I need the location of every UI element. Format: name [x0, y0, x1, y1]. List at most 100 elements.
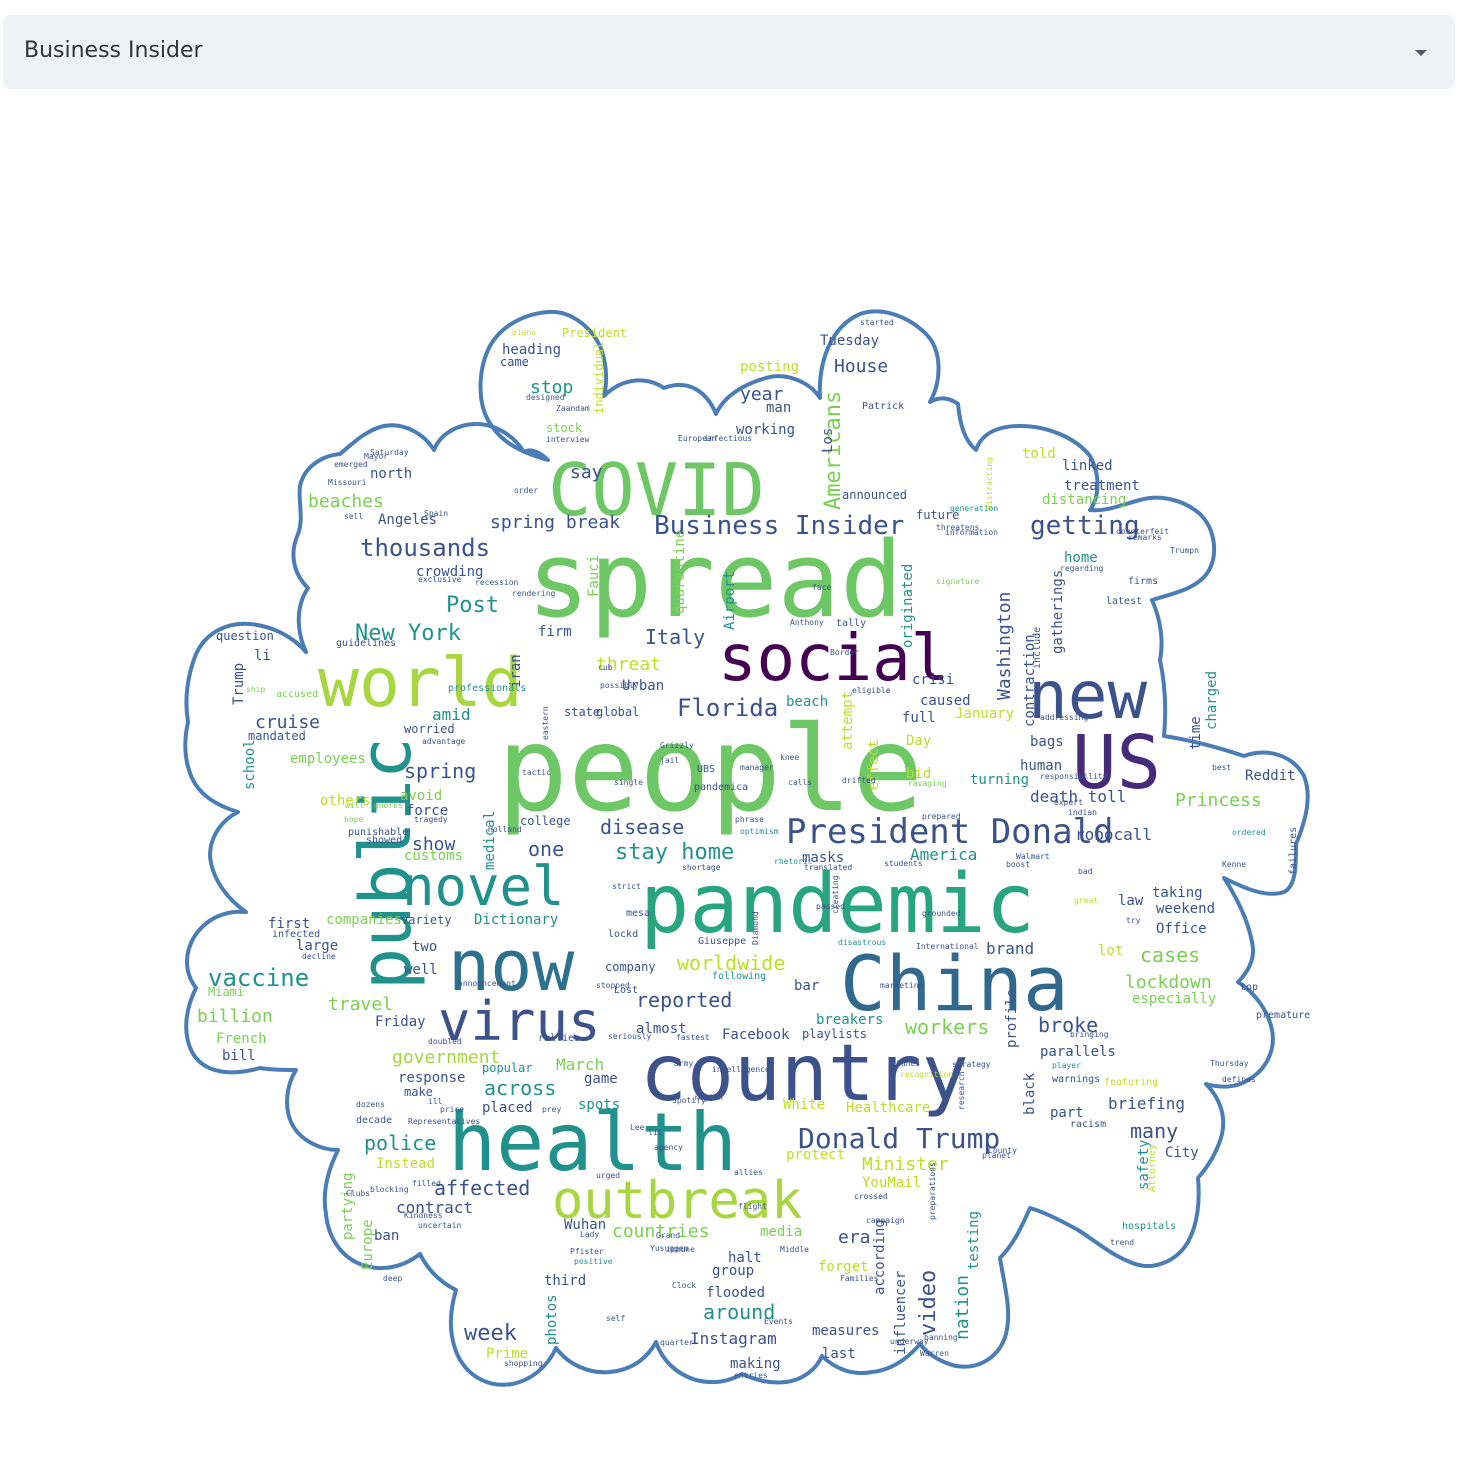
cloud-word: jail	[660, 756, 679, 765]
cloud-word: infectious	[704, 434, 752, 443]
cloud-word: countries	[612, 1221, 710, 1242]
cloud-word: boost	[1006, 860, 1030, 869]
cloud-word: entries	[734, 1371, 768, 1380]
cloud-word: prey	[542, 1105, 561, 1114]
cloud-word: City	[1165, 1145, 1199, 1161]
cloud-word: social	[718, 622, 949, 696]
cloud-word: bags	[1030, 734, 1064, 750]
cloud-word: March	[556, 1055, 604, 1074]
cloud-word: YouMail	[862, 1175, 921, 1191]
cloud-word: customs	[404, 848, 463, 864]
cloud-word: Europe	[360, 1219, 376, 1270]
cloud-word: Lost	[614, 985, 638, 996]
cloud-word: blocking	[370, 1185, 409, 1194]
cloud-word: medical	[482, 811, 498, 870]
cloud-word: expert	[1054, 798, 1083, 807]
cloud-word: manager	[740, 763, 774, 772]
cloud-word: best	[1212, 763, 1231, 772]
cloud-word: Wuhan	[564, 1217, 606, 1233]
cloud-word: measures	[812, 1323, 879, 1339]
cloud-word: decline	[302, 952, 336, 961]
cloud-word: will ignores	[345, 801, 403, 810]
cloud-word: eastern	[541, 706, 550, 740]
cloud-word: hope	[344, 815, 363, 824]
cloud-word: Day	[906, 733, 931, 749]
cloud-word: quarter	[660, 1338, 694, 1347]
cloud-word: worldwide	[677, 951, 785, 975]
cloud-word: spring break	[490, 512, 620, 533]
cloud-word: taking	[1152, 885, 1203, 901]
cloud-word: brand	[986, 939, 1034, 958]
source-select[interactable]: Business Insider	[3, 15, 1455, 89]
cloud-word: French	[216, 1031, 267, 1047]
cloud-word: Italy	[645, 625, 705, 649]
cloud-word: north	[370, 466, 412, 482]
cloud-word: college	[520, 814, 571, 828]
cloud-word: disease	[600, 815, 684, 839]
cloud-word: doubled	[428, 1037, 462, 1046]
cloud-word: Kindness	[404, 1211, 443, 1220]
cloud-word: Warren	[920, 1349, 949, 1358]
cloud-word: strategy	[952, 1060, 991, 1069]
cloud-word: following	[712, 971, 766, 982]
cloud-word: beach	[786, 694, 828, 710]
cloud-word: Holland	[488, 825, 522, 834]
cloud-word: Office	[1156, 921, 1207, 937]
cloud-word: recognition	[900, 1070, 953, 1079]
cloud-word: briefing	[1108, 1094, 1185, 1113]
cloud-word: Border	[830, 648, 859, 657]
cloud-word: shopping	[504, 1359, 543, 1368]
cloud-word: Pfister	[570, 1247, 604, 1256]
cloud-word: first	[268, 916, 310, 932]
cloud-word: posting	[740, 359, 799, 375]
cloud-word: Urban	[622, 678, 664, 694]
cloud-word: cases	[1140, 943, 1200, 967]
cloud-word: America	[910, 845, 977, 864]
cloud-word: great	[1074, 896, 1098, 905]
cloud-word: affected	[434, 1176, 530, 1200]
cloud-word: indian	[1068, 808, 1097, 817]
cloud-word: phrase	[735, 815, 764, 824]
cloud-word: deep	[383, 1274, 402, 1283]
cloud-word: virus	[438, 990, 601, 1053]
cloud-word: hospitals	[1122, 1221, 1176, 1232]
cloud-word: health	[448, 1096, 737, 1189]
cloud-word: recession	[475, 578, 519, 587]
cloud-word: prepared	[922, 812, 961, 821]
cloud-word: stopped	[596, 981, 630, 990]
cloud-word: featuring	[1104, 1077, 1158, 1088]
cloud-word: Clock	[672, 1281, 696, 1290]
cloud-word: Prime	[486, 1346, 528, 1362]
cloud-word: Florida	[677, 694, 778, 722]
cloud-word: regarding	[1060, 564, 1104, 573]
cloud-word: Walmart	[1016, 852, 1050, 861]
cloud-word: cub	[598, 663, 613, 672]
cloud-word: according	[872, 1219, 888, 1295]
cloud-word: Washington	[994, 592, 1015, 700]
cloud-word: workers	[905, 1015, 989, 1039]
cloud-word: Instagram	[690, 1329, 777, 1348]
cloud-word: Friday	[375, 1014, 426, 1030]
cloud-word: last	[822, 1346, 856, 1362]
cloud-word: especially	[1132, 991, 1216, 1007]
cloud-word: Princess	[1175, 790, 1262, 811]
cloud-word: flooded	[706, 1285, 765, 1301]
cloud-word: Angeles	[378, 512, 437, 528]
cloud-word: Grand	[656, 1231, 680, 1240]
cloud-word: guidelines	[336, 638, 396, 649]
cloud-word: era	[838, 1227, 871, 1248]
cloud-word: heading	[502, 342, 561, 358]
cloud-word: Instead	[376, 1156, 435, 1172]
cloud-word: calls	[788, 778, 812, 787]
cloud-word: Representatives	[408, 1117, 480, 1126]
cloud-word: filled	[412, 1179, 441, 1188]
cloud-word: army	[674, 1059, 693, 1068]
cloud-word: President	[562, 326, 627, 340]
cloud-word: New York	[355, 621, 461, 646]
cloud-word: Attorney	[1147, 1144, 1158, 1192]
cloud-word: companies	[326, 912, 402, 928]
cloud-word: well	[404, 962, 438, 978]
cloud-word: testing	[966, 1211, 982, 1270]
cloud-word: fastest	[676, 1033, 710, 1042]
cloud-word: influencer	[893, 1271, 909, 1355]
